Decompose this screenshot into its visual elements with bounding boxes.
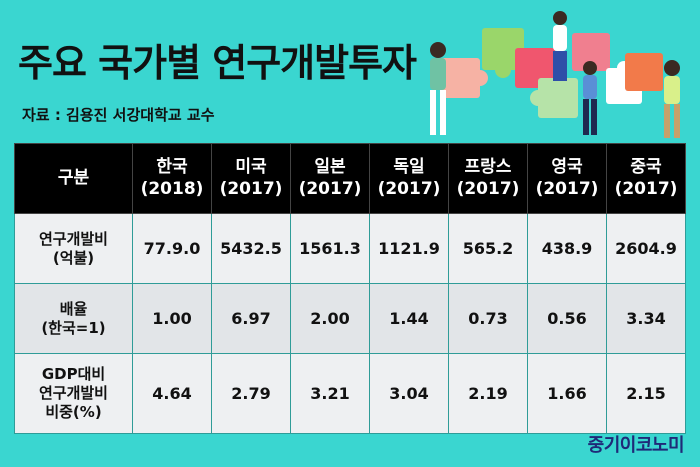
column-header: 영국 (2017) (527, 143, 607, 214)
column-header: 프랑스 (2017) (448, 143, 528, 214)
country-name: 프랑스 (464, 157, 512, 178)
table-cell: 77.9.0 (132, 213, 212, 284)
table-cell: 1121.9 (369, 213, 449, 284)
table-row: 연구개발비 (억불) 77.9.0 5432.5 1561.3 1121.9 565.2 43… (14, 213, 686, 284)
header-row: 구분 한국 (2018) 미국 (2017) 일본 (2017) 독일 (2017) 프랑스 (20… (14, 143, 686, 214)
table-cell: 1.00 (132, 283, 212, 354)
country-name: 한국 (156, 157, 188, 178)
table-cell: 565.2 (448, 213, 528, 284)
country-name: 중국 (630, 157, 662, 178)
column-header: 일본 (2017) (290, 143, 370, 214)
table-cell: 2.00 (290, 283, 370, 354)
row-label-line: 연구개발비 (38, 384, 108, 403)
table-row: GDP대비 연구개발비 비중(%) 4.64 2.79 3.21 3.04 2.19 1.66 2… (14, 353, 686, 434)
row-label-line: 연구개발비 (38, 229, 108, 248)
row-label-line: GDP대비 (41, 365, 106, 384)
table-cell: 1.66 (527, 353, 607, 434)
year-label: (2017) (535, 178, 599, 199)
table-cell: 0.73 (448, 283, 528, 354)
puzzle-people-illustration (430, 11, 680, 138)
table-cell: 2.19 (448, 353, 528, 434)
table-cell: 2.15 (606, 353, 686, 434)
year-label: (2018) (140, 178, 204, 199)
year-label: (2017) (298, 178, 362, 199)
table-cell: 5432.5 (211, 213, 291, 284)
table-cell: 438.9 (527, 213, 607, 284)
row-label: 연구개발비 (억불) (14, 213, 133, 284)
table-cell: 4.64 (132, 353, 212, 434)
table-cell: 2604.9 (606, 213, 686, 284)
table-cell: 6.97 (211, 283, 291, 354)
row-label: GDP대비 연구개발비 비중(%) (14, 353, 133, 434)
year-label: (2017) (377, 178, 441, 199)
table-cell: 3.34 (606, 283, 686, 354)
row-label-line: 비중(%) (45, 402, 102, 421)
table-cell: 1561.3 (290, 213, 370, 284)
row-label-line: (억불) (52, 248, 95, 267)
page-title: 주요 국가별 연구개발투자 (18, 41, 417, 85)
country-name: 일본 (314, 157, 346, 178)
source-caption: 자료 : 김용진 서강대학교 교수 (22, 106, 215, 124)
country-name: 독일 (393, 157, 425, 178)
row-label-line: (한국=1) (41, 318, 106, 337)
year-label: (2017) (456, 178, 520, 199)
column-header: 독일 (2017) (369, 143, 449, 214)
year-label: (2017) (219, 178, 283, 199)
country-name: 영국 (551, 157, 583, 178)
column-header: 중국 (2017) (606, 143, 686, 214)
country-name: 미국 (235, 157, 267, 178)
table-cell: 3.04 (369, 353, 449, 434)
table-cell: 1.44 (369, 283, 449, 354)
row-label-line: 배율 (59, 299, 88, 318)
table-cell: 3.21 (290, 353, 370, 434)
column-header: 미국 (2017) (211, 143, 291, 214)
row-label: 배율 (한국=1) (14, 283, 133, 354)
year-label: (2017) (614, 178, 678, 199)
table-cell: 2.79 (211, 353, 291, 434)
column-header: 한국 (2018) (132, 143, 212, 214)
brand-logo: 중기이코노미 (587, 435, 685, 456)
corner-header: 구분 (14, 143, 133, 214)
rd-investment-table: 구분 한국 (2018) 미국 (2017) 일본 (2017) 독일 (2017) 프랑스 (20… (14, 143, 686, 434)
table-cell: 0.56 (527, 283, 607, 354)
table-row: 배율 (한국=1) 1.00 6.97 2.00 1.44 0.73 0.56 3.34 (14, 283, 686, 354)
